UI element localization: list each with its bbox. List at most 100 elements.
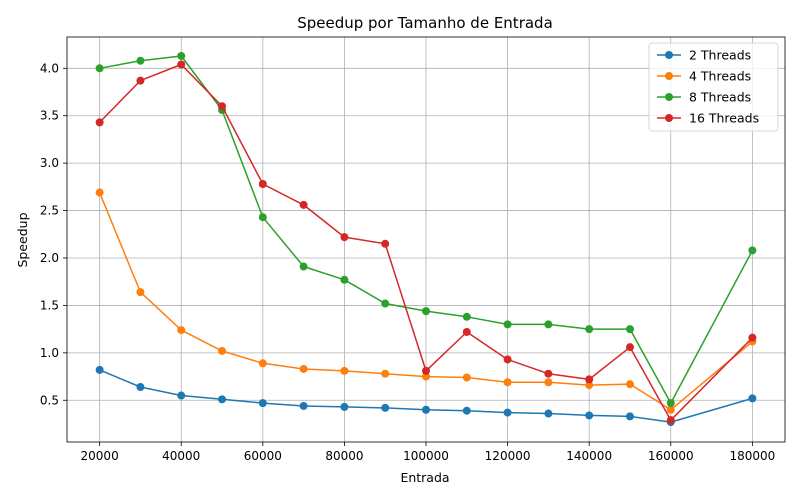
data-point xyxy=(381,369,390,378)
x-axis-label: Entrada xyxy=(400,470,449,485)
data-point xyxy=(218,395,227,404)
data-point xyxy=(218,102,227,111)
data-point xyxy=(218,346,227,355)
x-tick-label: 80000 xyxy=(325,449,363,463)
data-point xyxy=(258,399,267,408)
data-point xyxy=(95,365,104,374)
data-point xyxy=(625,412,634,421)
data-point xyxy=(544,320,553,329)
legend-item: 2 Threads xyxy=(657,48,751,63)
legend-label: 16 Threads xyxy=(689,111,759,126)
data-point xyxy=(748,394,757,403)
data-point xyxy=(422,307,430,316)
series-line xyxy=(99,63,753,421)
data-point xyxy=(666,405,675,414)
data-point xyxy=(136,76,145,85)
legend-marker xyxy=(665,114,673,122)
y-tick-label: 3.5 xyxy=(40,109,59,123)
legend-item: 16 Threads xyxy=(657,111,759,126)
legend-item: 4 Threads xyxy=(657,69,751,84)
data-point xyxy=(462,312,471,321)
data-point xyxy=(340,233,349,242)
data-point xyxy=(544,409,553,418)
y-tick-label: 2.5 xyxy=(40,204,59,218)
data-point xyxy=(95,64,104,73)
data-point xyxy=(503,378,512,387)
series-line xyxy=(99,369,753,423)
y-tick-label: 1.5 xyxy=(40,298,59,312)
data-point xyxy=(422,372,430,381)
data-point xyxy=(299,200,308,209)
x-tick-label: 160000 xyxy=(648,449,694,463)
x-tick-label: 60000 xyxy=(244,449,282,463)
data-point xyxy=(340,402,349,411)
data-point xyxy=(258,180,267,189)
x-tick-label: 140000 xyxy=(566,449,612,463)
y-axis-label: Speedup xyxy=(15,212,30,267)
legend-label: 4 Threads xyxy=(689,69,751,84)
legend-label: 8 Threads xyxy=(689,90,751,105)
data-point xyxy=(299,364,308,373)
data-point xyxy=(585,381,594,390)
data-point xyxy=(585,411,594,420)
data-point xyxy=(422,366,430,375)
data-point xyxy=(503,320,512,329)
data-point xyxy=(177,326,186,335)
y-tick-label: 3.0 xyxy=(40,156,59,170)
data-point xyxy=(462,406,471,415)
legend: 2 Threads 4 Threads 8 Threads 16 Threads xyxy=(648,42,779,132)
data-point xyxy=(544,378,553,387)
data-point xyxy=(666,416,675,425)
data-point xyxy=(95,188,104,197)
x-tick-label: 180000 xyxy=(729,449,775,463)
data-point xyxy=(748,246,757,255)
data-point xyxy=(136,288,145,297)
data-point xyxy=(748,333,757,342)
data-point xyxy=(381,239,390,248)
x-tick-label: 40000 xyxy=(162,449,200,463)
data-point xyxy=(177,391,186,400)
series-layer xyxy=(95,51,757,427)
data-point xyxy=(299,262,308,271)
legend-label: 2 Threads xyxy=(689,48,751,63)
chart-title: Speedup por Tamanho de Entrada xyxy=(297,14,553,32)
y-axis: 0.5 1.0 1.5 2.0 2.5 3.0 3.5 4.0 xyxy=(40,61,67,407)
legend-item: 8 Threads xyxy=(657,90,751,105)
data-point xyxy=(462,327,471,336)
data-point xyxy=(340,366,349,375)
data-point xyxy=(625,380,634,389)
data-point xyxy=(177,60,186,69)
y-tick-label: 4.0 xyxy=(40,61,59,75)
legend-marker xyxy=(665,51,673,59)
data-point xyxy=(666,399,675,408)
data-point xyxy=(340,275,349,284)
data-point xyxy=(585,375,594,384)
data-point xyxy=(585,325,594,334)
data-point xyxy=(258,213,267,222)
x-tick-label: 20000 xyxy=(81,449,119,463)
legend-marker xyxy=(665,93,673,101)
data-point xyxy=(422,405,430,414)
data-point xyxy=(503,408,512,417)
y-tick-label: 2.0 xyxy=(40,251,59,265)
data-point xyxy=(503,355,512,364)
legend-marker xyxy=(665,72,673,80)
data-point xyxy=(95,118,104,127)
data-point xyxy=(136,56,145,65)
data-point xyxy=(625,343,634,352)
data-point xyxy=(258,359,267,368)
data-point xyxy=(177,51,186,60)
x-tick-label: 120000 xyxy=(485,449,531,463)
x-axis: 20000 40000 60000 80000 100000 120000 140000 16… xyxy=(81,442,775,463)
y-tick-label: 0.5 xyxy=(40,393,59,407)
legend-box xyxy=(648,42,779,132)
series-4 xyxy=(95,60,757,425)
data-point xyxy=(544,369,553,378)
data-point xyxy=(381,299,390,308)
data-point xyxy=(299,401,308,410)
data-point xyxy=(625,325,634,334)
data-point xyxy=(136,382,145,391)
x-tick-label: 100000 xyxy=(403,449,449,463)
series-line xyxy=(98,192,753,411)
